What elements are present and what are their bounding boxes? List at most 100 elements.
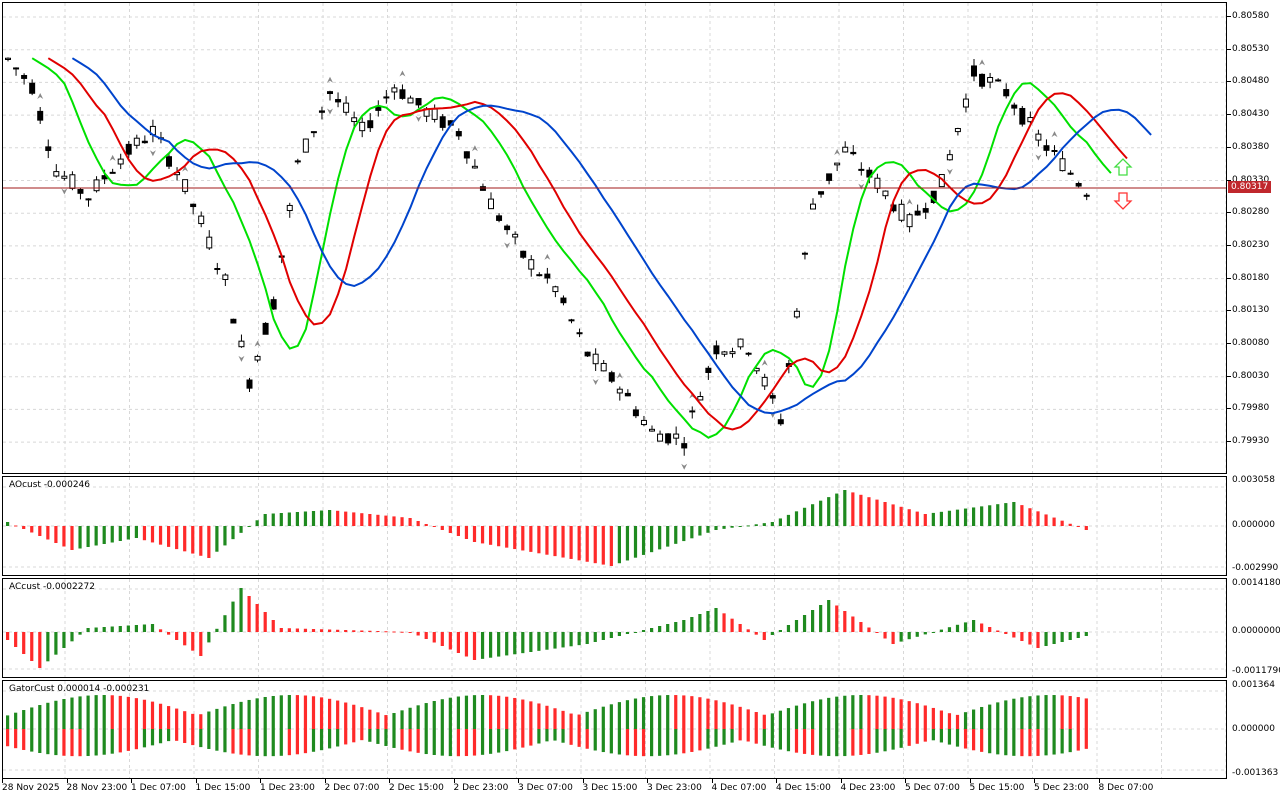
- candle-body: [834, 162, 841, 166]
- ac-bar: [62, 632, 66, 648]
- gator-upper-bar: [714, 700, 718, 729]
- ac-bar: [1020, 632, 1024, 641]
- candle-body: [310, 131, 317, 134]
- candle-body: [512, 233, 519, 238]
- candle-body: [496, 215, 503, 221]
- candle-body: [962, 98, 969, 108]
- ao-bar: [384, 515, 388, 526]
- gator-lower-bar: [215, 729, 219, 751]
- candle-body: [520, 250, 527, 258]
- gator-lower-bar: [625, 729, 630, 756]
- gator-lower-bar: [730, 729, 734, 743]
- ao-bar: [947, 510, 952, 526]
- gator-lower-bar: [738, 729, 742, 741]
- gator-upper-bar: [641, 697, 646, 729]
- ac-histogram: [3, 579, 1226, 677]
- gator-lower-bar: [746, 729, 750, 742]
- gator-lower-bar: [947, 729, 952, 745]
- gator-upper-bar: [996, 702, 1000, 729]
- gator-lower-bar: [70, 729, 74, 757]
- ao-bar: [641, 526, 646, 555]
- gator-upper-bar: [158, 703, 163, 729]
- gator-upper-bar: [78, 696, 82, 729]
- ac-bar: [972, 620, 976, 632]
- gator-upper-bar: [46, 702, 50, 729]
- time-axis-label: 1 Dec 15:00: [195, 783, 251, 793]
- gator-lower-bar: [963, 729, 968, 749]
- gator-upper-bar: [819, 699, 823, 729]
- price-chart-canvas[interactable]: [3, 3, 1227, 474]
- ao-bar: [287, 512, 291, 526]
- fractal-up-marker: [544, 253, 551, 260]
- ao-bar: [497, 526, 501, 547]
- ac-bar: [70, 632, 74, 642]
- candle-body: [125, 143, 132, 155]
- gator-upper-bar: [802, 703, 807, 729]
- price-chart-pane[interactable]: [2, 2, 1227, 474]
- ao-bar: [1068, 523, 1072, 526]
- gator-lower-bar: [706, 729, 710, 749]
- ao-bar: [1076, 526, 1080, 527]
- ac-bar: [46, 632, 50, 662]
- price-scale-tick: 0.80380: [1232, 141, 1270, 152]
- candle-body: [616, 388, 623, 394]
- gator-lower-bar: [1020, 729, 1024, 757]
- gator-lower-bar: [102, 729, 106, 755]
- candle-body: [343, 102, 350, 113]
- gator-upper-bar: [706, 698, 710, 729]
- fractal-down-marker: [592, 378, 599, 385]
- fractal-down-marker: [858, 183, 865, 190]
- ac-bar: [939, 629, 943, 632]
- gator-upper-bar: [352, 704, 356, 729]
- gator-upper-bar: [843, 695, 847, 729]
- ac-bar: [400, 631, 404, 633]
- candle-body: [391, 87, 398, 93]
- ao-bar: [867, 497, 871, 526]
- ao-indicator-pane[interactable]: AOcust -0.000246: [2, 476, 1227, 576]
- ac-bar: [625, 632, 630, 634]
- ac-bar: [867, 627, 871, 632]
- gator-upper-bar: [94, 695, 98, 729]
- ac-indicator-pane[interactable]: ACcust -0.0002272: [2, 578, 1227, 678]
- gator-lower-bar: [955, 729, 960, 747]
- candle-body: [504, 225, 511, 231]
- candle-body: [906, 214, 913, 228]
- gator-upper-bar: [827, 697, 831, 729]
- ao-bar: [118, 526, 122, 541]
- gator-upper-bar: [70, 697, 74, 729]
- ao-bar: [1052, 517, 1056, 526]
- gator-upper-bar: [408, 707, 412, 729]
- gator-lower-bar: [328, 729, 332, 749]
- gator-indicator-pane[interactable]: GatorCust 0.000014 -0.000231: [2, 680, 1227, 779]
- candle-body: [769, 395, 776, 399]
- ao-bar: [440, 526, 444, 530]
- gator-upper-bar: [175, 708, 179, 729]
- gator-lower-bar: [537, 729, 541, 744]
- ao-bar: [158, 526, 163, 545]
- gator-lower-bar: [674, 729, 678, 755]
- time-axis-label: 3 Dec 15:00: [582, 783, 638, 793]
- candle-body: [689, 410, 696, 413]
- gator-lower-bar: [835, 729, 839, 757]
- gator-lower-bar: [1012, 729, 1016, 756]
- price-scale-tickmark: [1227, 212, 1231, 214]
- ac-bar: [650, 628, 654, 632]
- price-scale-tickmark: [1227, 441, 1231, 443]
- gator-upper-bar: [328, 698, 332, 729]
- ao-bar: [22, 526, 26, 529]
- gator-lower-bar: [891, 729, 895, 750]
- gator-upper-bar: [666, 695, 670, 729]
- candle-body: [463, 151, 470, 159]
- gator-upper-bar: [392, 713, 396, 729]
- fractal-down-marker: [1035, 154, 1042, 161]
- ao-bar: [666, 526, 670, 547]
- ao-bar: [86, 526, 90, 547]
- time-axis-label: 3 Dec 07:00: [518, 783, 573, 793]
- ao-bar: [336, 510, 340, 526]
- gator-upper-bar: [215, 708, 219, 729]
- gator-upper-bar: [456, 696, 460, 729]
- candle-body: [922, 208, 929, 213]
- ao-bar: [416, 521, 420, 526]
- gator-upper-bar: [980, 706, 984, 729]
- candle-body: [69, 174, 76, 189]
